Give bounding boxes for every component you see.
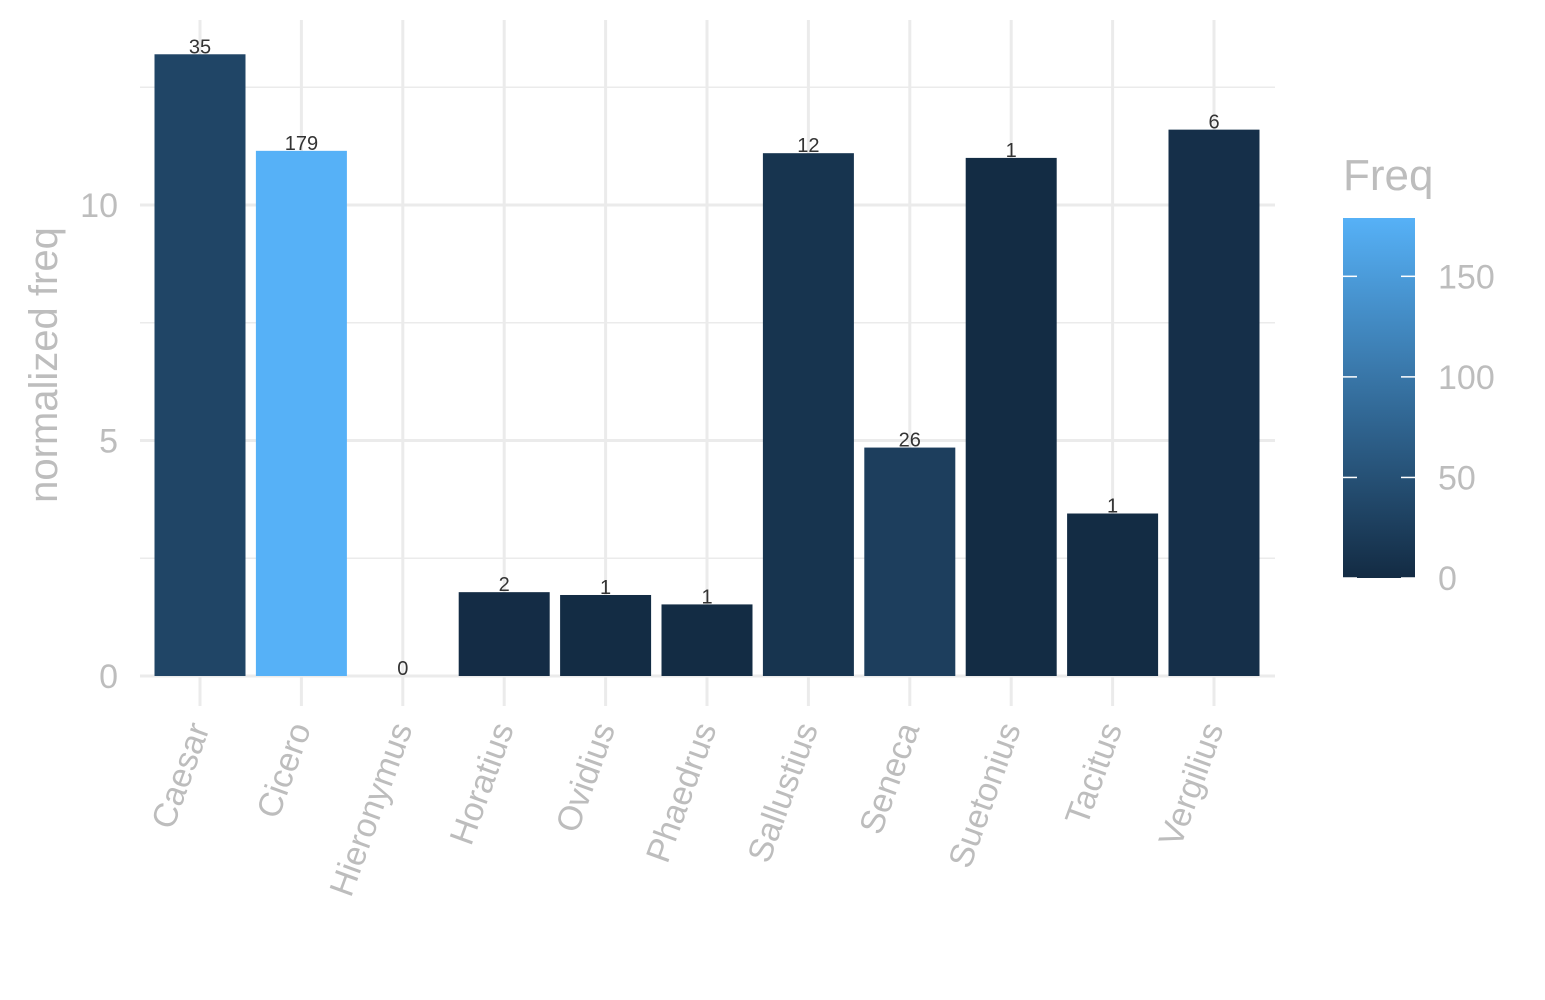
x-tick-label-hieronymus: Hieronymus: [323, 718, 421, 901]
x-tick-label-cicero: Cicero: [250, 718, 319, 823]
data-label-hieronymus: 0: [397, 658, 408, 680]
x-tick-label-sallustius: Sallustius: [740, 718, 825, 868]
bar-vergilius: [1168, 129, 1260, 676]
data-label-sallustius: 12: [797, 135, 819, 157]
x-tick-label-horatius: Horatius: [443, 718, 522, 850]
bar-horatius: [458, 592, 550, 676]
x-tick-label-tacitus: Tacitus: [1058, 718, 1130, 830]
bar-caesar: [154, 54, 246, 676]
x-tick-label-caesar: Caesar: [144, 718, 217, 834]
x-tick-label-seneca: Seneca: [852, 718, 927, 839]
x-tick-label-vergilius: Vergilius: [1152, 718, 1232, 852]
legend-tick-label: 100: [1438, 359, 1495, 397]
x-tick-label-ovidius: Ovidius: [549, 718, 623, 838]
x-axis-ticks: Caesar Cicero Hieronymus Horatius Ovidius Pha…: [144, 718, 1231, 902]
data-label-cicero: 179: [285, 133, 318, 155]
y-tick-label: 10: [80, 187, 118, 225]
legend-title: Freq: [1343, 151, 1433, 200]
bar-phaedrus: [661, 604, 753, 676]
x-tick-label-phaedrus: Phaedrus: [639, 718, 724, 868]
data-label-vergilius: 6: [1208, 112, 1219, 134]
data-label-ovidius: 1: [600, 577, 611, 599]
data-label-phaedrus: 1: [701, 586, 712, 608]
y-tick-label: 0: [99, 658, 118, 696]
data-label-tacitus: 1: [1107, 496, 1118, 518]
legend-tick-label: 50: [1438, 459, 1476, 497]
y-axis-ticks: 0 5 10: [80, 187, 118, 696]
legend-colorbar: [1343, 218, 1415, 578]
data-label-suetonius: 1: [1006, 140, 1017, 162]
bar-cicero: [255, 150, 347, 676]
data-labels: 35 179 0 2 1 1 12 26 1 1 6: [189, 36, 1220, 680]
bar-tacitus: [1067, 513, 1159, 676]
bar-sallustius: [762, 153, 854, 676]
data-label-horatius: 2: [499, 574, 510, 596]
x-tick-label-suetonius: Suetonius: [941, 718, 1028, 873]
bar-ovidius: [560, 594, 652, 676]
bar-seneca: [864, 447, 956, 676]
data-label-caesar: 35: [189, 36, 211, 58]
y-axis-title: normalized freq: [22, 227, 66, 503]
y-tick-label: 5: [99, 423, 118, 461]
legend-tick-label: 150: [1438, 258, 1495, 296]
bars: [154, 54, 1260, 676]
bar-suetonius: [965, 157, 1057, 676]
data-label-seneca: 26: [899, 430, 921, 452]
legend-tick-label: 0: [1438, 560, 1457, 598]
color-legend: Freq 0 50 100 150: [1343, 151, 1495, 598]
